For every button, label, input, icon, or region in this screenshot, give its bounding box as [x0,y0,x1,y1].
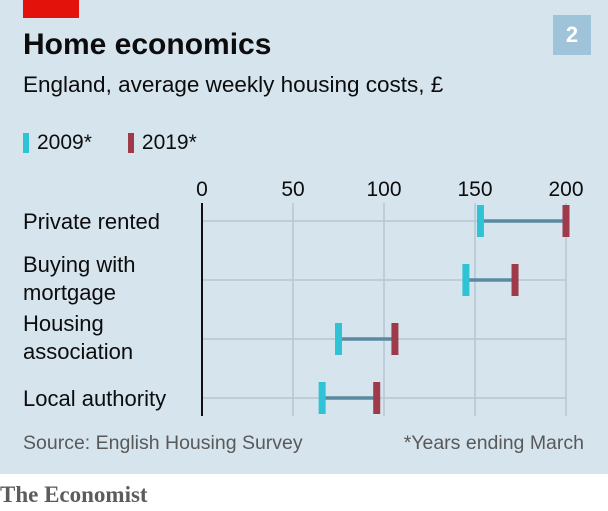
mark-2019-private-rented [562,205,570,237]
chart-title: Home economics [23,28,272,61]
category-label-private-rented: Private rented [23,209,160,234]
category-label-buying-with-mortgage: Buying with mortgage [23,252,136,305]
source-note: Source: English Housing Survey [23,432,303,454]
x-tick-label-200: 200 [548,178,583,201]
mark-2019-local-authority [373,382,381,414]
footnote: *Years ending March [403,432,584,454]
dumbbell-chart: 0 50 100 150 200 Private rented Buying with mor… [23,178,584,416]
mark-2019-housing-association [391,323,399,355]
publisher-logo: The Economist [0,482,148,507]
x-tick-label-150: 150 [457,178,492,201]
chart-subtitle: England, average weekly housing costs, £ [23,72,444,97]
category-label-local-authority: Local authority [23,386,166,411]
category-label-housing-association: Housing association [23,311,133,364]
mark-2009-housing-association [335,323,342,355]
chart-number-badge: 2 [553,15,591,55]
mark-2009-buying-with-mortgage [462,264,470,296]
legend-swatch-2009 [23,133,29,153]
legend-label-2019: 2019* [141,131,197,154]
legend: 2009* 2019* [23,130,233,156]
mark-2009-local-authority [318,382,326,414]
brand-red-tag [23,0,79,18]
mark-2009-private-rented [476,205,484,237]
legend-item-2009: 2009* [23,131,92,155]
x-tick-label-50: 50 [281,178,304,201]
mark-2019-buying-with-mortgage [511,264,519,296]
legend-swatch-2019 [127,133,134,153]
x-tick-label-100: 100 [366,178,401,201]
legend-item-2019: 2019* [127,131,197,155]
chart-panel [0,0,608,474]
x-tick-label-0: 0 [196,178,208,201]
legend-label-2009: 2009* [37,131,92,154]
